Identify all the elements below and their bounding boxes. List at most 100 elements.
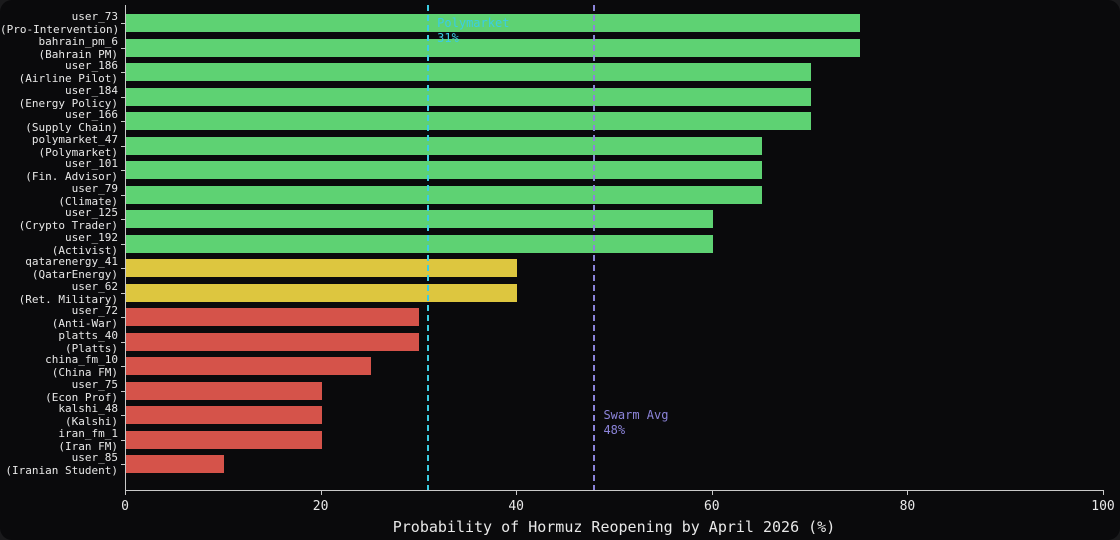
y-tick xyxy=(121,317,125,318)
bar-user-label: qatarenergy_41 xyxy=(25,255,118,268)
bar-role-label: (Energy Policy) xyxy=(18,96,118,110)
y-tick-label: kalshi_48 (Kalshi) xyxy=(0,402,118,428)
bar-role-label: (Kalshi) xyxy=(65,415,118,428)
y-tick xyxy=(121,96,125,98)
bar-role-label: (Platts) xyxy=(65,341,118,355)
bar-role-label: (Climate) xyxy=(58,194,118,208)
x-tick-label: 100 xyxy=(1091,499,1115,514)
y-tick xyxy=(121,72,125,73)
x-tick-label: 60 xyxy=(703,499,720,514)
y-tick-label: bahrain_pm_6 (Bahrain PM) xyxy=(0,35,118,61)
bar xyxy=(126,112,811,130)
bar xyxy=(126,283,518,302)
annotation-label: Swarm Avg xyxy=(603,408,669,422)
bar-user-label: user_184 xyxy=(65,83,118,97)
x-axis-title: Probability of Hormuz Reopening by April… xyxy=(392,518,836,536)
y-tick xyxy=(121,145,125,147)
x-tick xyxy=(125,490,126,495)
y-tick xyxy=(121,194,125,196)
y-tick-label: user_72 (Anti-War) xyxy=(0,304,118,330)
y-tick-label: user_73 (Pro-Intervention) xyxy=(0,10,120,36)
bar-role-label: (Anti-War) xyxy=(51,317,118,330)
bar-role-label: (Crypto Trader) xyxy=(18,219,118,232)
y-tick-label: user_125 (Crypto Trader) xyxy=(0,206,118,232)
y-tick-label: qatarenergy_41 (QatarEnergy) xyxy=(0,255,118,281)
bar-role-label: (Activist) xyxy=(51,243,118,257)
bar xyxy=(126,234,713,253)
x-tick-label: 40 xyxy=(508,499,525,514)
bar-role-label: (Bahrain PM) xyxy=(38,47,118,61)
y-tick xyxy=(121,341,125,343)
bar-user-label: kalshi_48 xyxy=(58,402,118,415)
y-tick xyxy=(121,243,125,245)
bar xyxy=(126,357,371,375)
y-tick xyxy=(121,390,125,392)
bar xyxy=(126,381,322,400)
y-tick-label: iran_fm_1 (Iran FM) xyxy=(0,427,118,453)
y-tick-label: user_166 (Supply Chain) xyxy=(0,108,118,134)
reference-line-swarm-avg xyxy=(593,5,596,490)
y-tick-label: platts_40 (Platts) xyxy=(0,329,118,355)
bar-user-label: user_101 xyxy=(65,157,118,170)
y-tick-label: user_101 (Fin. Advisor) xyxy=(0,157,118,183)
bar-user-label: user_192 xyxy=(65,230,118,244)
bar xyxy=(126,455,224,473)
x-tick-label: 0 xyxy=(121,499,129,514)
y-tick-label: user_79 (Climate) xyxy=(0,182,118,208)
y-axis-spine xyxy=(125,5,126,490)
bar-user-label: china_fm_10 xyxy=(45,353,118,366)
bar-role-label: (Iran FM) xyxy=(58,439,118,453)
bar xyxy=(126,14,860,32)
reference-line-annotation: Swarm Avg 48% xyxy=(603,408,668,438)
y-tick xyxy=(121,268,125,269)
x-tick xyxy=(1103,490,1104,495)
bar-role-label: (Iranian Student) xyxy=(5,464,118,477)
bar-role-label: (Fin. Advisor) xyxy=(25,170,118,183)
y-tick xyxy=(121,47,125,49)
bar xyxy=(126,430,322,449)
y-tick xyxy=(121,121,125,122)
bar-role-label: (Ret. Military) xyxy=(18,292,118,306)
bar xyxy=(126,136,762,155)
bar-user-label: user_186 xyxy=(65,59,118,72)
bar-user-label: user_72 xyxy=(71,304,118,317)
bar-user-label: platts_40 xyxy=(58,328,118,342)
reference-line-annotation: Polymarket 31% xyxy=(437,16,509,46)
annotation-value: 31% xyxy=(437,31,459,45)
bar xyxy=(126,63,811,81)
y-tick xyxy=(121,439,125,441)
y-tick-label: china_fm_10 (China FM) xyxy=(0,353,118,379)
bar-role-label: (Econ Prof) xyxy=(45,390,118,404)
x-axis-spine xyxy=(125,490,1103,491)
bar-role-label: (China FM) xyxy=(51,366,118,379)
y-tick-label: user_85 (Iranian Student) xyxy=(0,451,118,477)
annotation-label: Polymarket xyxy=(437,16,510,30)
bar-role-label: (Pro-Intervention) xyxy=(0,23,120,36)
bar-role-label: (Supply Chain) xyxy=(25,121,118,134)
y-tick xyxy=(121,23,125,24)
bar xyxy=(126,308,420,326)
bar-role-label: (Polymarket) xyxy=(38,145,118,159)
bar-user-label: user_62 xyxy=(71,279,118,293)
bar-user-label: user_79 xyxy=(71,181,118,195)
bar-user-label: user_166 xyxy=(65,108,118,121)
annotation-value: 48% xyxy=(603,423,626,437)
bar-user-label: user_125 xyxy=(65,206,118,219)
bar-user-label: bahrain_pm_6 xyxy=(38,34,118,48)
y-tick xyxy=(121,366,125,367)
y-tick-label: user_192 (Activist) xyxy=(0,231,118,257)
bar-user-label: polymarket_47 xyxy=(31,132,118,146)
y-tick-label: user_186 (Airline Pilot) xyxy=(0,59,118,85)
x-tick xyxy=(516,490,518,495)
y-tick-label: user_184 (Energy Policy) xyxy=(0,84,118,110)
bar xyxy=(126,210,713,228)
x-tick xyxy=(711,490,713,495)
bar-user-label: user_73 xyxy=(71,10,118,23)
bar xyxy=(126,332,420,351)
x-tick-label: 80 xyxy=(899,499,916,514)
bar xyxy=(126,87,811,106)
y-tick xyxy=(121,464,125,465)
bar xyxy=(126,38,860,57)
x-tick-label: 20 xyxy=(312,499,329,514)
